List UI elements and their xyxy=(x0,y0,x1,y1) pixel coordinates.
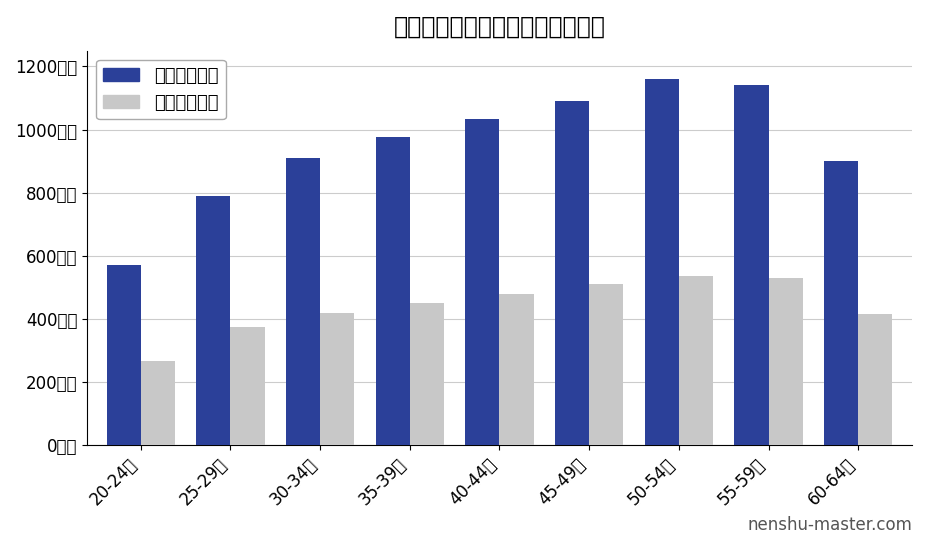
Bar xyxy=(858,314,893,445)
Bar xyxy=(375,138,410,445)
Bar xyxy=(500,294,534,445)
Bar xyxy=(107,265,141,445)
Bar xyxy=(320,312,354,445)
Bar xyxy=(231,327,264,445)
Bar xyxy=(734,85,768,445)
Bar xyxy=(197,196,231,445)
Bar xyxy=(645,79,679,445)
Bar xyxy=(410,303,444,445)
Bar xyxy=(555,101,590,445)
Bar xyxy=(141,361,175,445)
Bar xyxy=(286,158,320,445)
Title: 大和ハウス工業の年齢別平均年収: 大和ハウス工業の年齢別平均年収 xyxy=(394,15,605,39)
Bar xyxy=(679,276,713,445)
Text: nenshu-master.com: nenshu-master.com xyxy=(747,516,912,534)
Bar xyxy=(590,284,623,445)
Bar xyxy=(824,161,858,445)
Bar xyxy=(465,119,500,445)
Bar xyxy=(768,278,803,445)
Legend: 想定平均年収, 全国平均年収: 想定平均年収, 全国平均年収 xyxy=(96,60,225,119)
